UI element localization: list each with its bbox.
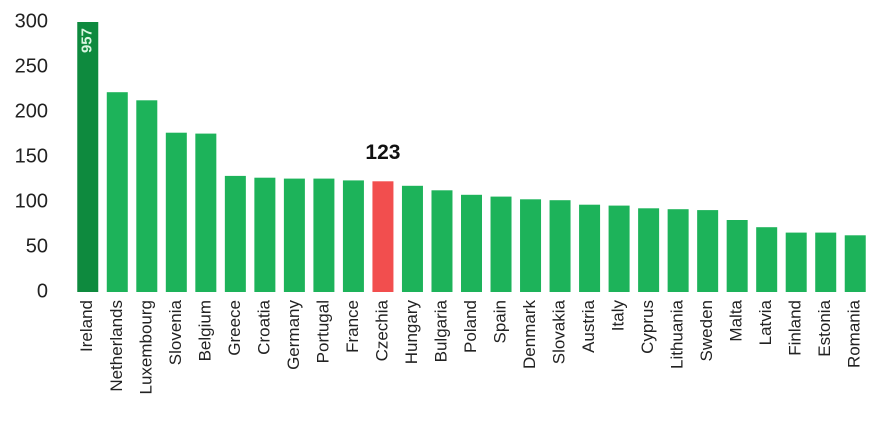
bar	[756, 227, 778, 292]
x-tick-label: Romania	[845, 299, 864, 368]
bar	[77, 22, 99, 292]
y-tick-label: 150	[15, 145, 48, 167]
x-tick-label: Poland	[461, 300, 480, 353]
bar	[638, 208, 660, 292]
bar	[520, 199, 542, 292]
x-tick-label: Greece	[225, 300, 244, 356]
x-tick-label: Slovakia	[550, 299, 569, 364]
bar	[844, 235, 866, 292]
x-tick-label: Belgium	[195, 300, 214, 361]
bar	[697, 210, 719, 292]
bar	[785, 232, 807, 292]
bar	[106, 92, 128, 292]
bar	[165, 132, 187, 292]
x-tick-label: Lithuania	[668, 299, 687, 369]
x-tick-label: Latvia	[756, 299, 775, 345]
x-tick-label: Netherlands	[107, 300, 126, 392]
x-tick-label: Ireland	[77, 300, 96, 352]
y-tick-label: 200	[15, 100, 48, 122]
x-tick-label: Austria	[579, 299, 598, 352]
bar	[401, 185, 423, 292]
x-tick-label: Italy	[609, 300, 628, 332]
x-tick-label: Finland	[786, 300, 805, 356]
y-tick-label: 300	[15, 10, 48, 32]
x-tick-label: Malta	[727, 299, 746, 341]
x-tick-label: Sweden	[697, 300, 716, 361]
bar	[254, 177, 276, 292]
y-tick-label: 250	[15, 55, 48, 77]
bar	[342, 180, 364, 292]
bar	[579, 204, 601, 292]
bar	[490, 196, 512, 292]
x-tick-label: Cyprus	[638, 300, 657, 354]
bar	[431, 190, 453, 292]
bar	[726, 220, 748, 292]
x-tick-label: Denmark	[520, 300, 539, 369]
bar	[815, 232, 837, 292]
bar	[313, 178, 335, 292]
bar	[372, 181, 394, 292]
bar	[136, 100, 158, 292]
bar	[195, 133, 217, 292]
x-tick-label: Croatia	[254, 299, 273, 354]
y-tick-label: 100	[15, 190, 48, 212]
x-tick-label: Germany	[284, 300, 303, 370]
bar	[224, 175, 246, 292]
bar	[549, 200, 571, 292]
data-label: 123	[365, 141, 400, 164]
x-tick-label: Portugal	[313, 300, 332, 363]
data-label: 957	[79, 28, 96, 53]
x-tick-label: Estonia	[815, 299, 834, 356]
y-tick-label: 0	[37, 280, 48, 302]
x-tick-label: Slovenia	[166, 299, 185, 365]
x-tick-label: Hungary	[402, 300, 421, 365]
x-tick-label: Luxembourg	[136, 300, 155, 395]
y-tick-label: 50	[26, 235, 48, 257]
bar	[461, 194, 482, 292]
bar	[283, 178, 305, 292]
x-tick-label: Bulgaria	[431, 299, 450, 362]
bar	[608, 205, 630, 292]
bar	[667, 209, 689, 292]
x-tick-label: Spain	[491, 300, 510, 343]
x-tick-label: Czechia	[372, 299, 391, 361]
x-tick-label: France	[343, 300, 362, 353]
